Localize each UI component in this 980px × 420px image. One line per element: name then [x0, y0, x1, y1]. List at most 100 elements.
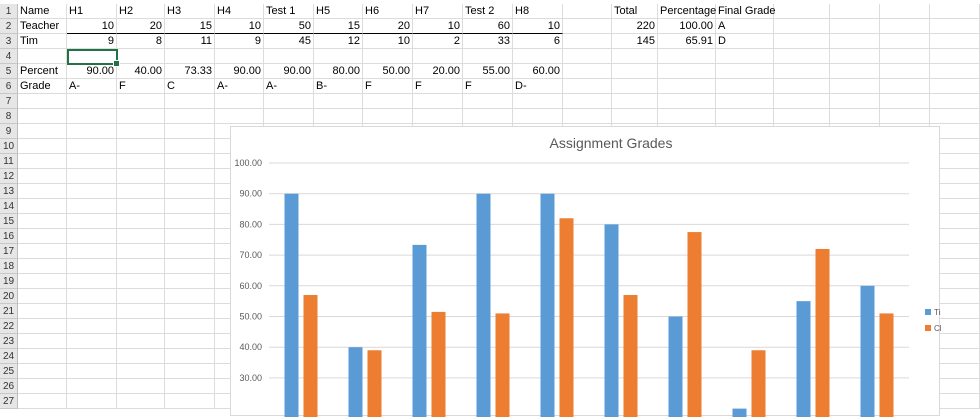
summary-teacher-cell[interactable]: 220: [612, 19, 658, 34]
grid-cell[interactable]: [117, 199, 165, 214]
grid-cell[interactable]: [67, 229, 117, 244]
grid-cell[interactable]: [18, 94, 67, 109]
percent-cell[interactable]: 20.00: [413, 64, 463, 79]
grid-cell[interactable]: [18, 379, 67, 394]
summary-teacher-cell[interactable]: A: [716, 19, 774, 34]
column-label-cell[interactable]: H4: [215, 4, 264, 19]
grid-cell[interactable]: [165, 304, 215, 319]
row-header[interactable]: 2: [0, 19, 18, 34]
grid-cell[interactable]: [117, 394, 165, 409]
grid-cell[interactable]: [67, 244, 117, 259]
grid-cell[interactable]: [165, 109, 215, 124]
grid-cell[interactable]: [67, 169, 117, 184]
grid-cell[interactable]: [18, 214, 67, 229]
grid-cell[interactable]: [165, 229, 215, 244]
grid-cell[interactable]: [67, 349, 117, 364]
percent-cell[interactable]: 50.00: [363, 64, 413, 79]
grid-cell[interactable]: [930, 4, 980, 19]
grade-cell[interactable]: D-: [513, 79, 563, 94]
grid-cell[interactable]: [413, 94, 463, 109]
grid-cell[interactable]: [314, 94, 363, 109]
row-header[interactable]: 7: [0, 94, 18, 109]
grid-cell[interactable]: [658, 79, 716, 94]
teacher-score-cell[interactable]: 15: [165, 19, 215, 34]
row-header[interactable]: 1: [0, 4, 18, 19]
grid-cell[interactable]: [117, 94, 165, 109]
grid-cell[interactable]: [67, 259, 117, 274]
grid-cell[interactable]: [165, 319, 215, 334]
row-header[interactable]: 9: [0, 124, 18, 139]
grid-cell[interactable]: [18, 289, 67, 304]
grid-cell[interactable]: [264, 94, 314, 109]
column-label-cell[interactable]: H1: [67, 4, 117, 19]
grade-cell[interactable]: A-: [264, 79, 314, 94]
row-header[interactable]: 16: [0, 229, 18, 244]
grid-cell[interactable]: [165, 184, 215, 199]
grid-cell[interactable]: [563, 49, 612, 64]
summary-teacher-cell[interactable]: 100.00: [658, 19, 716, 34]
grid-cell[interactable]: [67, 214, 117, 229]
column-label-cell[interactable]: H6: [363, 4, 413, 19]
grid-cell[interactable]: [716, 49, 774, 64]
grid-cell[interactable]: [264, 49, 314, 64]
grid-cell[interactable]: [612, 109, 658, 124]
grid-cell[interactable]: [513, 109, 563, 124]
row-header[interactable]: 24: [0, 349, 18, 364]
tim-score-cell[interactable]: 2: [413, 34, 463, 49]
grade-cell[interactable]: B-: [314, 79, 363, 94]
grid-cell[interactable]: [18, 394, 67, 409]
grid-cell[interactable]: [165, 259, 215, 274]
row-header[interactable]: 4: [0, 49, 18, 64]
grid-cell[interactable]: [67, 319, 117, 334]
grid-cell[interactable]: [117, 154, 165, 169]
grid-cell[interactable]: [117, 289, 165, 304]
fill-handle[interactable]: [113, 60, 120, 67]
grid-cell[interactable]: [774, 64, 830, 79]
grid-cell[interactable]: [67, 304, 117, 319]
column-label-cell[interactable]: H8: [513, 4, 563, 19]
row-header[interactable]: 12: [0, 169, 18, 184]
teacher-score-cell[interactable]: 10: [215, 19, 264, 34]
row-header[interactable]: 20: [0, 289, 18, 304]
grid-cell[interactable]: [774, 4, 830, 19]
grid-cell[interactable]: [67, 274, 117, 289]
teacher-score-cell[interactable]: 10: [413, 19, 463, 34]
grid-cell[interactable]: [563, 94, 612, 109]
grid-cell[interactable]: [880, 19, 930, 34]
tim-score-cell[interactable]: 8: [117, 34, 165, 49]
percent-cell[interactable]: 60.00: [513, 64, 563, 79]
grid-cell[interactable]: [165, 199, 215, 214]
teacher-score-cell[interactable]: 20: [363, 19, 413, 34]
tim-score-cell[interactable]: 12: [314, 34, 363, 49]
row-header[interactable]: 22: [0, 319, 18, 334]
grid-cell[interactable]: [18, 244, 67, 259]
grid-cell[interactable]: [67, 364, 117, 379]
grid-cell[interactable]: [774, 109, 830, 124]
grid-cell[interactable]: [67, 124, 117, 139]
grid-cell[interactable]: [658, 49, 716, 64]
grade-cell[interactable]: F: [117, 79, 165, 94]
grid-cell[interactable]: [117, 49, 165, 64]
percent-cell[interactable]: 90.00: [264, 64, 314, 79]
grid-cell[interactable]: [117, 274, 165, 289]
grid-cell[interactable]: [67, 184, 117, 199]
grid-cell[interactable]: [930, 109, 980, 124]
grid-cell[interactable]: [117, 214, 165, 229]
grid-cell[interactable]: [215, 109, 264, 124]
grid-cell[interactable]: [658, 94, 716, 109]
grid-cell[interactable]: [117, 109, 165, 124]
grid-cell[interactable]: [830, 94, 880, 109]
grid-cell[interactable]: [930, 19, 980, 34]
grid-cell[interactable]: [67, 94, 117, 109]
grid-cell[interactable]: [930, 94, 980, 109]
grid-cell[interactable]: [117, 304, 165, 319]
row-header[interactable]: 17: [0, 244, 18, 259]
grid-cell[interactable]: [716, 79, 774, 94]
grid-cell[interactable]: [18, 49, 67, 64]
grid-cell[interactable]: [18, 154, 67, 169]
row-header[interactable]: 8: [0, 109, 18, 124]
row-header[interactable]: 14: [0, 199, 18, 214]
grid-cell[interactable]: [67, 139, 117, 154]
percent-cell[interactable]: 55.00: [463, 64, 513, 79]
teacher-score-cell[interactable]: 50: [264, 19, 314, 34]
